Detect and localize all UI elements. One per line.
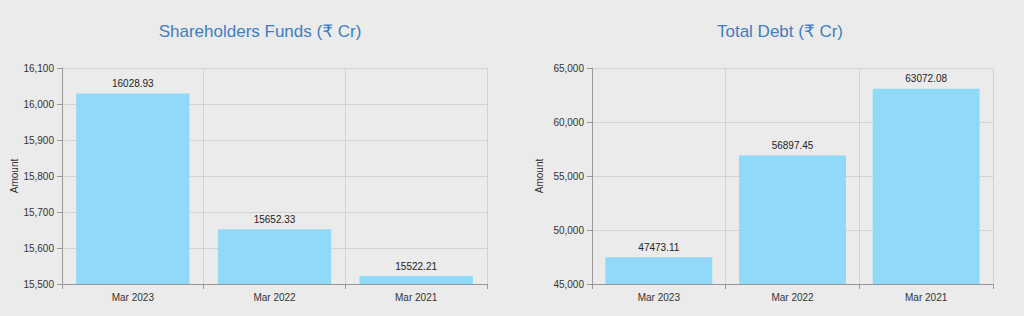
svg-text:16,000: 16,000 [23,99,54,110]
svg-text:Mar 2023: Mar 2023 [638,292,681,303]
svg-text:56897.45: 56897.45 [772,140,814,151]
svg-text:15,500: 15,500 [23,279,54,290]
svg-text:15,900: 15,900 [23,135,54,146]
svg-text:Mar 2023: Mar 2023 [112,292,155,303]
svg-text:16,100: 16,100 [23,63,54,74]
svg-text:47473.11: 47473.11 [638,242,679,253]
svg-text:Mar 2022: Mar 2022 [253,292,296,303]
svg-text:15,700: 15,700 [23,207,54,218]
svg-text:15652.33: 15652.33 [254,214,296,225]
svg-text:63072.08: 63072.08 [905,73,947,84]
svg-text:Amount: Amount [534,159,545,194]
svg-text:Shareholders Funds (₹ Cr): Shareholders Funds (₹ Cr) [159,22,362,41]
svg-text:15,800: 15,800 [23,171,54,182]
svg-text:15522.21: 15522.21 [395,261,437,272]
svg-text:60,000: 60,000 [553,117,584,128]
svg-text:Mar 2022: Mar 2022 [771,292,814,303]
svg-text:Mar 2021: Mar 2021 [905,292,948,303]
svg-text:Total Debt (₹ Cr): Total Debt (₹ Cr) [717,22,843,41]
svg-text:Amount: Amount [9,159,20,194]
svg-text:45,000: 45,000 [553,279,584,290]
svg-text:15,600: 15,600 [23,243,54,254]
svg-text:55,000: 55,000 [553,171,584,182]
svg-text:65,000: 65,000 [553,63,584,74]
svg-text:Mar 2021: Mar 2021 [395,292,438,303]
svg-text:16028.93: 16028.93 [112,78,154,89]
svg-text:50,000: 50,000 [553,225,584,236]
